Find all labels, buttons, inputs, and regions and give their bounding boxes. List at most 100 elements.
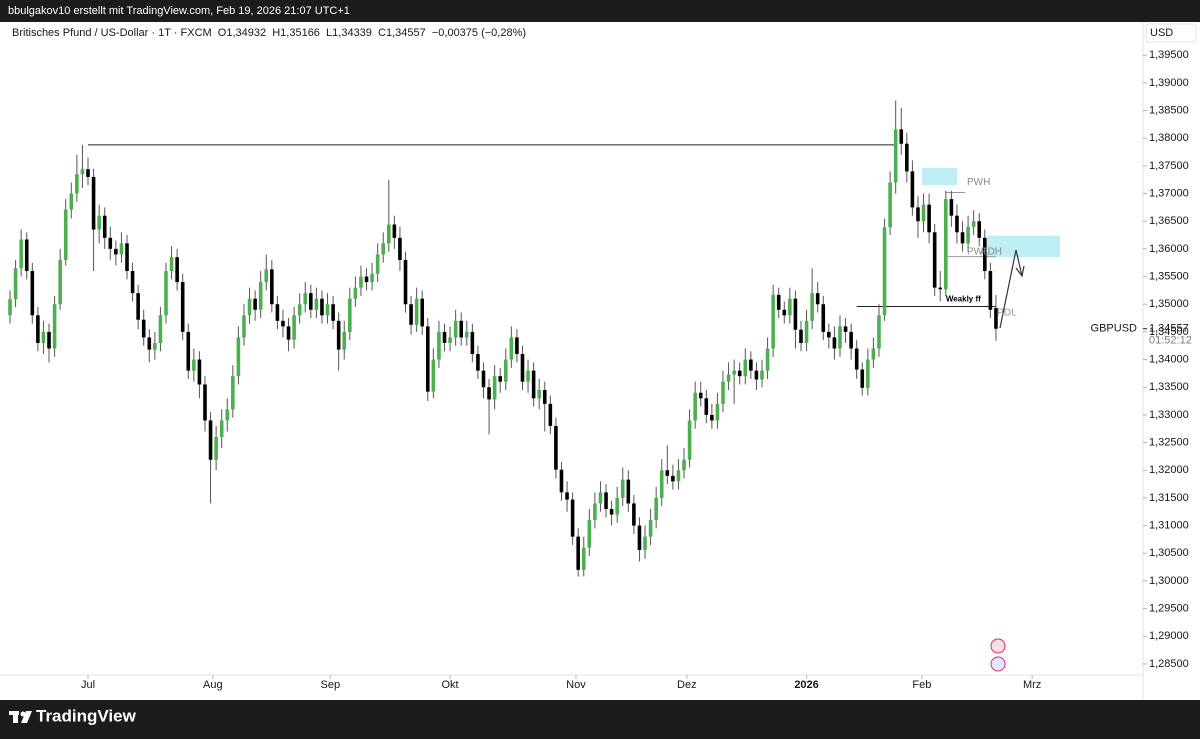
y-tick-label: 1,36000 [1149,243,1189,255]
candle-body [169,257,174,272]
candle-body [576,536,580,570]
candle-body [192,359,196,371]
x-tick-label: Feb [912,679,931,691]
candle-body [320,298,324,316]
candle-body [314,298,319,310]
candle-body [247,298,252,316]
candle-body [58,259,62,305]
candle-body [464,331,469,338]
candle-body [905,143,909,172]
candle-body [253,298,257,310]
candle-body [186,331,191,371]
candle-body [849,331,853,349]
candle-body [832,337,837,349]
y-tick-label: 1,31500 [1149,492,1189,504]
logo-part [13,711,18,723]
candle-body [520,354,525,382]
candle-body [693,392,697,421]
candle-body [565,492,569,500]
candle-body [425,326,430,392]
candle-body [386,224,391,244]
candle-body [353,287,358,299]
candle-body [893,129,898,183]
candle-body [52,304,57,349]
candle-body [375,254,380,274]
candle-body [158,315,163,343]
y-tick-label: 1,29500 [1149,602,1189,614]
candle-body [459,320,464,338]
candle-body [960,232,965,244]
candle-body [771,294,775,349]
candle-body [381,243,386,255]
candle-body [698,392,703,399]
candle-body [153,342,157,350]
x-tick-label: Mrz [1023,679,1041,691]
candle-body [871,348,876,360]
candle-body [944,199,948,290]
candle-body [86,169,90,177]
candle-body [180,282,185,332]
event-icon [990,638,1006,654]
candle-body [810,293,814,321]
candle-body [743,359,748,377]
currency: USD [1150,27,1173,39]
candle-body [620,479,625,498]
candle-body [8,299,12,316]
zone [987,235,1061,258]
candle-body [292,315,296,340]
candle-body [838,326,842,349]
candle-body [626,479,631,504]
candle-body [821,304,826,332]
y-tick-label: 1,34500 [1149,326,1189,338]
candle-body [737,370,742,377]
candle-body [604,492,608,509]
candle-body [370,273,374,283]
candle-body [119,243,124,255]
candle-body [760,370,764,380]
candle-body [264,269,269,283]
candle-body [910,171,915,208]
candle-body [342,331,347,350]
candle-body [114,248,118,255]
candle-body [24,239,29,272]
candle-body [509,337,514,360]
candle-body [130,271,135,294]
symbol: GBPUSD [1091,323,1138,335]
candle-body [270,269,274,305]
candle-body [125,243,129,272]
countdown: 01:52:12 [1149,335,1192,347]
annotation: PDL [997,308,1017,319]
candle-body [164,271,168,316]
candle-body [927,204,931,233]
candle-body [515,337,519,355]
y-tick-label: 1,39000 [1149,77,1189,89]
candle-body [782,309,787,316]
candle-body [542,390,547,404]
candle-body [359,276,363,288]
candle-body [654,497,658,521]
candle-body [231,376,235,410]
candle-body [275,304,280,321]
candle-body [414,298,419,325]
candle-body [136,293,140,320]
candle-body [431,359,436,392]
candle-body [331,304,335,321]
candle-body [242,315,246,338]
brand: TradingView [36,706,137,725]
candle-body [983,237,987,272]
candle-body [581,547,586,570]
candle-body [854,348,859,370]
candle-body [102,215,107,238]
candle-body [392,224,397,238]
candle-body [364,276,369,283]
candle-body [453,320,458,338]
candle-body [593,503,597,521]
candle-body [932,232,937,288]
x-tick-label: Jul [81,679,95,691]
candle-body [609,508,614,515]
candle-body [325,304,330,316]
annotation: PWL [967,246,989,257]
candle-body [966,226,970,244]
